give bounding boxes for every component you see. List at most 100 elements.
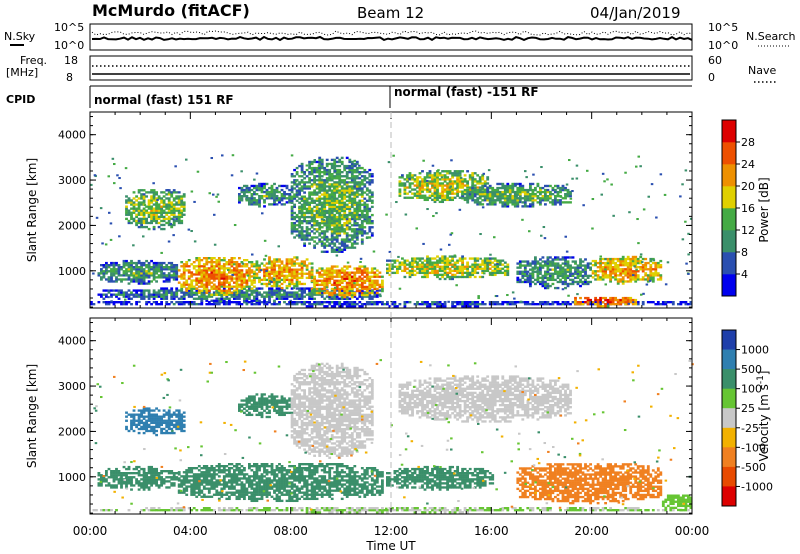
power-cell (576, 270, 580, 273)
power-cell (102, 289, 106, 292)
power-cell (325, 250, 329, 253)
power-cell (315, 242, 319, 245)
power-cell (406, 263, 409, 266)
power-cell (353, 203, 357, 206)
power-cell (501, 186, 505, 190)
power-cell (534, 188, 537, 192)
power-cell (182, 213, 186, 216)
power-cell (486, 269, 490, 273)
power-cell (441, 255, 445, 258)
power-cell (403, 305, 407, 308)
power-cell (616, 268, 620, 271)
power-cell (177, 219, 181, 223)
power-cell (355, 191, 359, 194)
power-cell (438, 172, 442, 175)
power-cell (120, 301, 123, 304)
power-cell (421, 261, 424, 264)
power-cell (145, 209, 149, 212)
power-cell (310, 215, 314, 219)
power-cell (368, 181, 372, 184)
power-cell (591, 272, 595, 275)
power-cell (418, 259, 422, 262)
power-cell (375, 291, 379, 295)
power-cell (180, 219, 184, 223)
power-cell (330, 228, 334, 231)
power-cell (448, 186, 452, 189)
power-cell (355, 183, 359, 186)
power-cell (325, 281, 329, 285)
power-cell (571, 272, 575, 275)
power-cell (308, 173, 312, 176)
power-cell (370, 269, 374, 272)
power-cell (358, 271, 362, 274)
power-cell (423, 180, 427, 183)
power-cell (656, 266, 660, 269)
power-cell (335, 185, 339, 188)
power-cell (544, 184, 547, 188)
power-cell (238, 293, 241, 296)
power-cell (293, 228, 297, 231)
power-cell (496, 259, 500, 262)
power-cell (584, 272, 587, 275)
power-cell (200, 289, 204, 292)
power-cell (288, 295, 292, 298)
power-cell (210, 303, 214, 306)
power-cell (140, 261, 144, 265)
power-cell (293, 181, 297, 184)
power-cell (611, 303, 615, 306)
power-cell (624, 259, 628, 263)
power-cell (170, 264, 174, 267)
power-cell (137, 268, 141, 271)
power-cell (210, 293, 214, 297)
power-cell (360, 228, 364, 231)
power-cell (338, 275, 342, 278)
power-cell (634, 278, 638, 281)
power-cell (152, 270, 156, 273)
power-cell (235, 279, 239, 282)
power-cell (210, 299, 214, 302)
power-cell (496, 301, 500, 304)
power-cell (330, 246, 334, 249)
power-cell (649, 301, 653, 304)
power-cell (333, 297, 337, 300)
power-cell (403, 188, 407, 191)
power-cell (468, 176, 472, 179)
power-cell (345, 207, 349, 211)
power-cell (584, 278, 587, 282)
power-cell (263, 264, 266, 267)
power-cell (483, 193, 487, 196)
power-cell (165, 203, 169, 206)
power-cell (358, 189, 362, 192)
power-cell (338, 193, 342, 196)
power-cell (270, 266, 274, 269)
power-cell (295, 191, 299, 194)
power-cell (142, 195, 146, 198)
power-cell (579, 272, 582, 275)
power-cell (172, 264, 176, 267)
power-cell (112, 268, 116, 271)
power-cell (240, 291, 244, 294)
power-cell (182, 265, 186, 268)
power-cell (486, 190, 490, 194)
power-cell (285, 286, 289, 290)
power-cell (210, 285, 214, 288)
power-cell (473, 261, 477, 264)
power-cell (626, 301, 630, 304)
power-cell (190, 275, 194, 278)
power-cell (313, 213, 317, 217)
power-cell (340, 181, 344, 184)
power-cell (100, 272, 103, 275)
power-cell (388, 273, 392, 277)
power-cell (295, 268, 299, 271)
power-cell (549, 272, 552, 275)
power-cell (293, 270, 297, 273)
power-cell (325, 197, 329, 200)
power-cell (541, 190, 545, 194)
power-cell (265, 278, 269, 282)
power-cell (511, 303, 515, 306)
power-cell (263, 303, 266, 306)
power-cell (323, 195, 327, 198)
power-cell (348, 234, 352, 237)
power-cell (411, 265, 414, 268)
power-cell (453, 188, 457, 191)
